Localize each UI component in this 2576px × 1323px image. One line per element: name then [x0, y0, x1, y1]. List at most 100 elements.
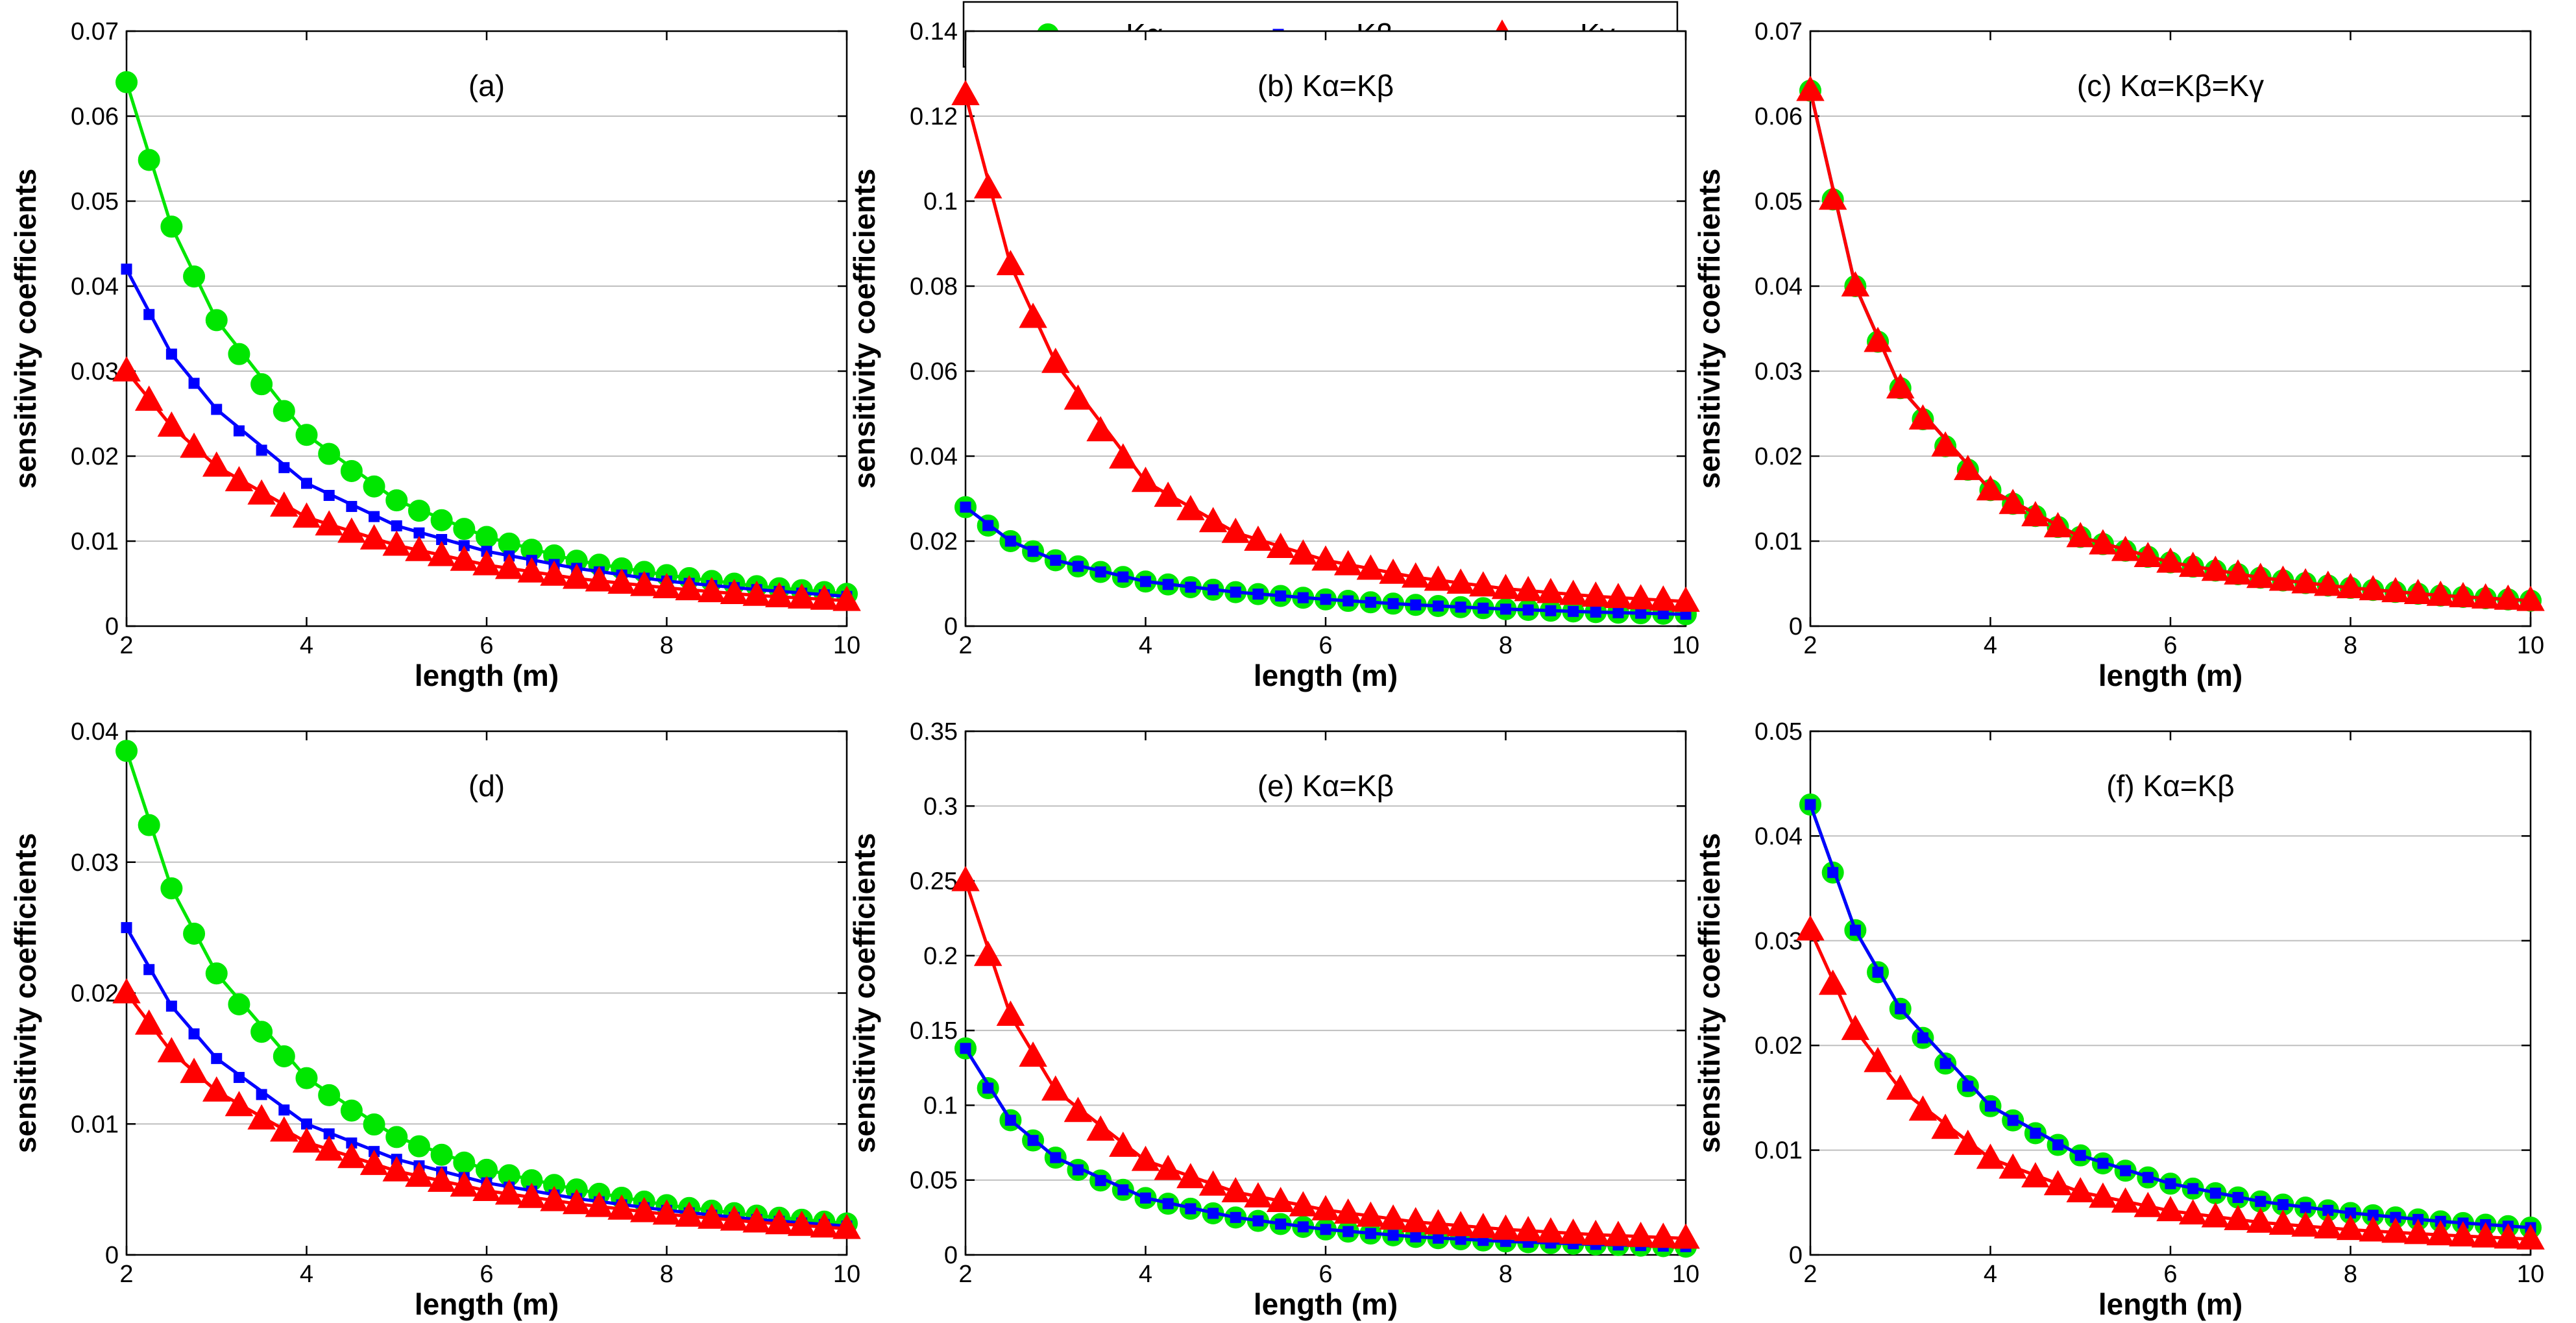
- marker-k-beta: [2165, 1178, 2176, 1189]
- marker-k-beta: [1275, 1218, 1287, 1230]
- marker-k-gamma: [1671, 1223, 1700, 1249]
- y-tick-label: 0.03: [71, 849, 119, 877]
- charts-grid: 2 4 6 8 10 0 0.01 0.02 0.03 0.04 0.05 0.06 0.07 lengt…: [8, 18, 2545, 1321]
- marker-k-alpha: [407, 500, 430, 522]
- x-axis-label: length (m): [1254, 659, 1398, 692]
- marker-k-gamma: [1063, 1097, 1093, 1123]
- marker-k-beta: [1872, 966, 1884, 978]
- marker-k-gamma: [765, 1209, 794, 1235]
- marker-k-gamma: [2089, 1182, 2117, 1208]
- marker-k-gamma: [630, 1196, 659, 1222]
- marker-k-beta: [2142, 1172, 2154, 1183]
- marker-k-alpha: [340, 1099, 363, 1122]
- x-tick-label: 10: [2517, 632, 2544, 659]
- marker-k-gamma: [1333, 1198, 1363, 1224]
- marker-k-gamma: [1954, 1129, 1982, 1155]
- marker-k-beta: [1275, 590, 1287, 601]
- marker-k-gamma: [1131, 1145, 1160, 1171]
- marker-k-gamma: [225, 1091, 254, 1117]
- marker-k-gamma: [2246, 1207, 2275, 1233]
- marker-k-beta: [233, 1072, 245, 1084]
- marker-k-gamma: [337, 1143, 366, 1169]
- marker-k-gamma: [382, 1156, 411, 1182]
- x-tick-label: 4: [1139, 1261, 1152, 1288]
- x-axis-label: length (m): [415, 1287, 559, 1321]
- marker-k-beta: [1343, 595, 1354, 607]
- marker-k-beta: [1095, 566, 1106, 577]
- marker-k-beta: [2255, 1196, 2266, 1208]
- marker-k-gamma: [810, 1212, 839, 1238]
- marker-k-gamma: [1244, 1182, 1272, 1208]
- marker-k-gamma: [2359, 1216, 2387, 1242]
- marker-k-gamma: [247, 479, 276, 505]
- marker-k-gamma: [787, 583, 816, 609]
- x-tick-label: 4: [300, 1261, 313, 1288]
- marker-k-beta: [960, 1043, 971, 1054]
- marker-k-gamma: [382, 530, 411, 556]
- marker-k-alpha: [318, 1084, 341, 1106]
- marker-k-gamma: [742, 1207, 772, 1233]
- marker-k-gamma: [180, 432, 208, 458]
- marker-k-gamma: [1266, 1187, 1295, 1213]
- marker-k-gamma: [607, 568, 636, 594]
- marker-k-gamma: [2291, 1211, 2320, 1237]
- marker-k-beta: [1477, 602, 1489, 614]
- marker-k-gamma: [427, 1166, 456, 1192]
- marker-k-gamma: [2381, 1217, 2410, 1243]
- x-tick-label: 6: [480, 632, 493, 659]
- marker-k-beta: [1162, 579, 1174, 590]
- marker-k-gamma: [270, 1116, 298, 1142]
- marker-k-gamma: [1311, 1195, 1340, 1220]
- y-tick-label: 0.02: [71, 980, 119, 1008]
- marker-k-beta: [278, 1104, 290, 1116]
- marker-k-gamma: [1424, 1209, 1453, 1235]
- plot-area: [1810, 731, 2531, 1255]
- y-tick-label: 0.01: [71, 1111, 119, 1138]
- marker-k-gamma: [2178, 1199, 2207, 1225]
- marker-k-gamma: [2178, 552, 2207, 577]
- marker-k-gamma: [1796, 75, 1825, 101]
- y-tick-label: 0.35: [910, 718, 958, 746]
- marker-k-gamma: [1864, 1047, 1892, 1073]
- marker-k-beta: [1072, 561, 1084, 572]
- marker-k-gamma: [698, 1203, 726, 1229]
- marker-k-alpha: [183, 922, 206, 945]
- marker-k-alpha: [295, 1067, 318, 1089]
- marker-k-gamma: [2246, 563, 2275, 589]
- marker-k-beta: [2007, 1115, 2019, 1126]
- marker-k-gamma: [1886, 1074, 1915, 1100]
- marker-k-beta: [1208, 1208, 1219, 1219]
- y-tick-label: 0.02: [1755, 1032, 1803, 1060]
- marker-k-gamma: [1469, 1213, 1498, 1239]
- marker-k-beta: [1917, 1032, 1928, 1044]
- marker-k-gamma: [1514, 576, 1542, 601]
- marker-k-gamma: [1289, 1191, 1318, 1217]
- marker-k-gamma: [1604, 1220, 1633, 1246]
- marker-k-beta: [233, 425, 245, 437]
- marker-k-gamma: [2494, 584, 2523, 610]
- marker-k-gamma: [1491, 574, 1520, 600]
- marker-k-beta: [1455, 601, 1466, 613]
- marker-k-gamma: [1841, 271, 1870, 297]
- marker-k-gamma: [562, 563, 591, 589]
- x-tick-label: 10: [833, 1261, 860, 1288]
- series-k-beta: [1804, 799, 2536, 1233]
- panel-title: (e) Kα=Kβ: [1258, 769, 1394, 803]
- y-tick-label: 0.15: [910, 1017, 958, 1045]
- marker-k-beta: [1612, 607, 1624, 618]
- marker-k-gamma: [1086, 1115, 1115, 1141]
- marker-k-gamma: [2268, 1209, 2298, 1235]
- y-tick-label: 0.03: [1755, 358, 1803, 385]
- marker-k-gamma: [765, 581, 794, 607]
- x-axis-label: length (m): [2098, 659, 2242, 692]
- y-tick-label: 0.06: [71, 103, 119, 130]
- plot-area: [1810, 31, 2531, 626]
- marker-k-gamma: [517, 557, 546, 583]
- y-tick-label: 0.04: [910, 443, 958, 470]
- marker-k-gamma: [720, 579, 749, 605]
- marker-k-alpha: [407, 1135, 430, 1158]
- marker-k-gamma: [2089, 529, 2117, 555]
- marker-k-alpha: [318, 443, 341, 465]
- marker-k-alpha: [160, 215, 183, 238]
- marker-k-gamma: [1626, 584, 1655, 610]
